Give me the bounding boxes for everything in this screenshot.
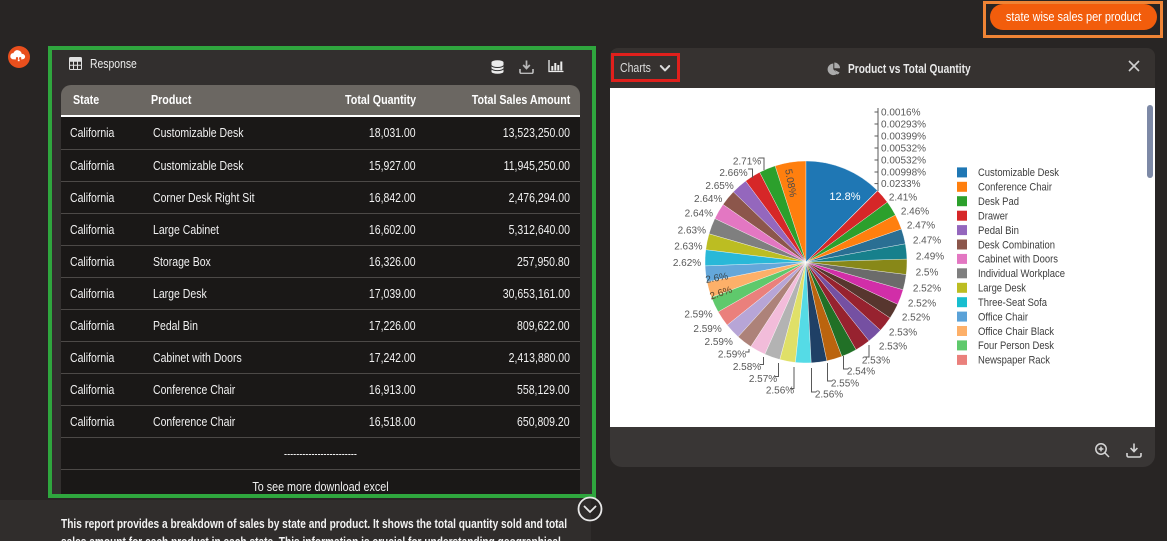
svg-text:2.53%: 2.53% (862, 356, 890, 367)
svg-text:2.52%: 2.52% (908, 299, 936, 310)
svg-text:2.58%: 2.58% (733, 362, 761, 373)
svg-text:5.08%: 5.08% (782, 168, 798, 198)
svg-text:Large Desk: Large Desk (978, 283, 1026, 295)
svg-text:2.49%: 2.49% (916, 252, 944, 263)
svg-text:2.5%: 2.5% (916, 268, 939, 279)
svg-text:2.57%: 2.57% (749, 374, 777, 385)
svg-text:Cabinet with Doors: Cabinet with Doors (978, 254, 1058, 266)
svg-text:0.00998%: 0.00998% (881, 168, 926, 179)
svg-text:0.00293%: 0.00293% (881, 120, 926, 131)
svg-text:2.47%: 2.47% (907, 221, 935, 232)
svg-text:2.65%: 2.65% (705, 181, 733, 192)
svg-text:Drawer: Drawer (978, 211, 1008, 223)
svg-text:0.00532%: 0.00532% (881, 144, 926, 155)
svg-text:2.52%: 2.52% (913, 284, 941, 295)
svg-text:2.47%: 2.47% (913, 236, 941, 247)
svg-text:2.6%: 2.6% (705, 271, 729, 286)
svg-text:2.52%: 2.52% (902, 313, 930, 324)
svg-text:2.55%: 2.55% (831, 379, 859, 390)
svg-text:2.59%: 2.59% (693, 324, 721, 335)
svg-text:Four Person Desk: Four Person Desk (978, 340, 1054, 352)
svg-text:2.53%: 2.53% (879, 342, 907, 353)
svg-text:0.00399%: 0.00399% (881, 132, 926, 143)
svg-text:0.0233%: 0.0233% (881, 179, 921, 190)
svg-text:2.56%: 2.56% (766, 386, 794, 397)
svg-text:Individual Workplace: Individual Workplace (978, 268, 1065, 280)
svg-text:2.41%: 2.41% (889, 193, 917, 204)
svg-text:Office Chair: Office Chair (978, 311, 1028, 323)
svg-text:Three-Seat Sofa: Three-Seat Sofa (978, 297, 1048, 309)
svg-text:2.63%: 2.63% (678, 226, 706, 237)
svg-text:Office Chair Black: Office Chair Black (978, 326, 1054, 338)
svg-text:Desk Combination: Desk Combination (978, 239, 1055, 251)
svg-text:Desk Pad: Desk Pad (978, 196, 1019, 208)
svg-text:2.66%: 2.66% (719, 168, 747, 179)
svg-text:2.64%: 2.64% (685, 208, 713, 219)
svg-text:0.00532%: 0.00532% (881, 156, 926, 167)
svg-text:2.64%: 2.64% (694, 194, 722, 205)
svg-text:2.46%: 2.46% (901, 207, 929, 218)
svg-text:Customizable Desk: Customizable Desk (978, 167, 1059, 179)
svg-text:2.71%: 2.71% (733, 157, 761, 168)
svg-text:2.59%: 2.59% (684, 310, 712, 321)
svg-text:2.59%: 2.59% (718, 350, 746, 361)
svg-text:0.0016%: 0.0016% (881, 108, 921, 119)
svg-text:12.8%: 12.8% (829, 191, 860, 203)
svg-text:2.59%: 2.59% (705, 337, 733, 348)
svg-text:2.54%: 2.54% (847, 367, 875, 378)
svg-text:2.62%: 2.62% (673, 258, 701, 269)
svg-text:Conference Chair: Conference Chair (978, 182, 1052, 194)
svg-text:2.53%: 2.53% (889, 328, 917, 339)
svg-text:2.63%: 2.63% (674, 242, 702, 253)
svg-text:2.56%: 2.56% (815, 390, 843, 401)
svg-text:Newspaper Rack: Newspaper Rack (978, 355, 1050, 367)
svg-text:Pedal Bin: Pedal Bin (978, 225, 1019, 237)
